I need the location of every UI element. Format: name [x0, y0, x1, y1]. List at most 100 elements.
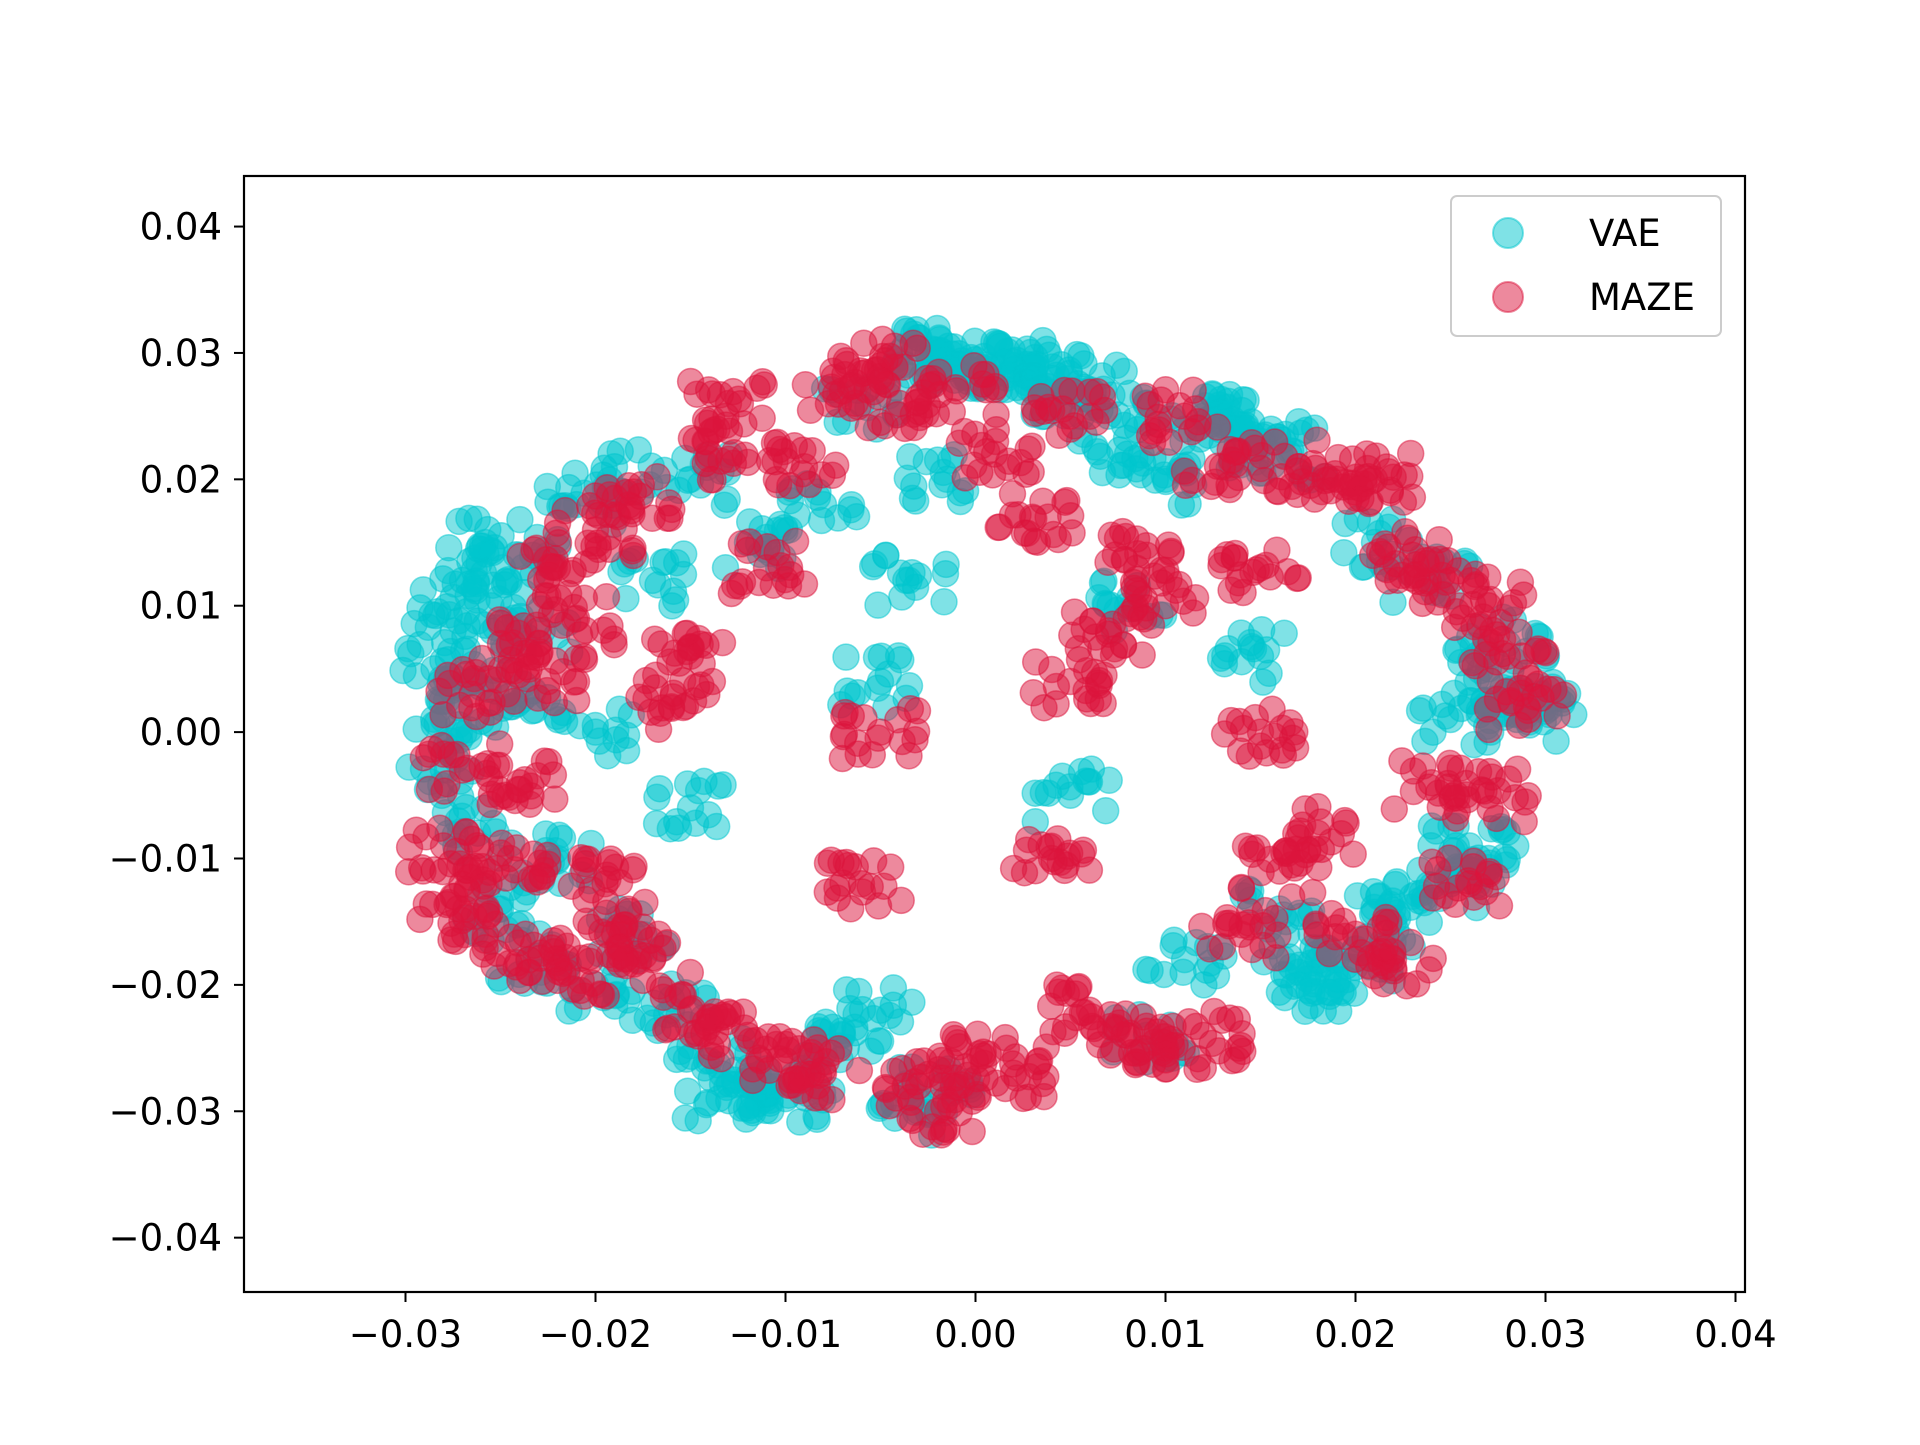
point-maze	[748, 404, 776, 433]
point-maze	[1076, 378, 1104, 407]
point-maze	[679, 687, 708, 715]
point-vae	[863, 674, 892, 703]
point-maze	[1130, 605, 1158, 633]
point-vae	[1091, 796, 1120, 825]
point-maze	[1120, 574, 1148, 603]
point-maze	[1496, 594, 1524, 623]
point-maze	[1216, 475, 1244, 504]
point-vae	[1034, 779, 1063, 807]
point-maze	[726, 572, 754, 600]
x-tick-label: −0.02	[539, 1313, 652, 1356]
point-maze	[1396, 462, 1424, 491]
point-vae	[612, 721, 641, 750]
point-vae	[1411, 727, 1439, 756]
point-maze	[831, 698, 859, 727]
axes-frame	[242, 174, 1747, 1294]
point-maze	[876, 342, 904, 371]
y-tick-label: 0.01	[140, 585, 222, 628]
point-maze	[961, 420, 989, 449]
point-maze	[845, 1056, 874, 1085]
point-maze	[1503, 755, 1532, 784]
point-maze	[506, 775, 534, 804]
legend-label-maze: MAZE	[1589, 276, 1695, 319]
point-vae	[1132, 955, 1160, 984]
point-vae	[402, 662, 431, 690]
x-tick-label: −0.03	[349, 1313, 462, 1356]
point-maze	[1077, 1003, 1106, 1031]
point-maze	[539, 761, 568, 789]
point-maze	[653, 928, 682, 957]
point-vae	[837, 495, 865, 524]
x-tick-label: 0.04	[1694, 1313, 1776, 1356]
point-maze	[1165, 570, 1193, 599]
point-maze	[916, 371, 944, 400]
point-maze	[848, 878, 877, 906]
point-maze	[1235, 742, 1264, 770]
point-vae	[1029, 326, 1057, 355]
point-maze	[1273, 839, 1302, 868]
point-vae	[1323, 965, 1352, 994]
point-vae	[1159, 931, 1187, 960]
point-maze	[1250, 466, 1279, 495]
point-maze	[437, 926, 465, 954]
point-maze	[526, 944, 555, 972]
point-maze	[1399, 777, 1428, 806]
point-maze	[891, 1072, 919, 1100]
point-maze	[727, 530, 756, 558]
point-maze	[434, 661, 462, 690]
point-maze	[1375, 908, 1403, 937]
point-maze	[1307, 808, 1335, 836]
point-maze	[1043, 971, 1071, 999]
point-maze	[584, 529, 612, 557]
point-vae	[406, 630, 434, 659]
point-vae	[1270, 619, 1298, 648]
point-maze	[1283, 564, 1311, 593]
point-maze	[1243, 834, 1272, 862]
point-maze	[964, 1083, 992, 1112]
point-maze	[1012, 460, 1040, 488]
point-vae	[931, 559, 960, 588]
point-maze	[1324, 443, 1353, 472]
x-tick-label: 0.01	[1124, 1313, 1206, 1356]
point-vae	[1252, 636, 1281, 664]
point-maze	[1391, 517, 1419, 546]
point-maze	[1227, 874, 1256, 903]
point-maze	[1069, 836, 1098, 864]
point-maze	[1144, 410, 1173, 439]
point-maze	[1496, 687, 1525, 715]
point-maze	[1085, 1031, 1114, 1059]
point-maze	[909, 1120, 937, 1148]
point-vae	[807, 506, 836, 535]
point-vae	[491, 567, 520, 596]
point-maze	[1411, 577, 1439, 606]
point-maze	[1037, 396, 1066, 425]
legend-marker-maze	[1492, 281, 1524, 313]
point-maze	[1442, 780, 1470, 808]
point-maze	[1485, 892, 1514, 920]
point-maze	[452, 903, 480, 932]
point-maze	[1458, 648, 1486, 677]
point-maze	[1263, 536, 1291, 564]
point-maze	[834, 851, 863, 880]
point-maze	[578, 876, 606, 904]
point-maze	[930, 1093, 958, 1121]
point-vae	[1169, 958, 1197, 987]
y-tick-label: −0.04	[109, 1217, 222, 1260]
point-maze	[551, 496, 579, 525]
point-maze	[571, 849, 600, 878]
point-maze	[1242, 556, 1271, 584]
point-maze	[1060, 412, 1089, 440]
point-vae	[1081, 433, 1109, 461]
point-maze	[1188, 912, 1216, 941]
point-vae	[713, 485, 741, 514]
legend: VAE MAZE	[1450, 195, 1722, 337]
point-maze	[1475, 857, 1504, 886]
point-maze	[429, 857, 457, 886]
point-maze	[833, 350, 861, 379]
point-vae	[618, 1006, 647, 1035]
point-vae	[1502, 832, 1530, 860]
point-vae	[561, 459, 589, 487]
point-maze	[1203, 413, 1232, 441]
point-maze	[854, 413, 883, 442]
point-maze	[519, 840, 548, 868]
